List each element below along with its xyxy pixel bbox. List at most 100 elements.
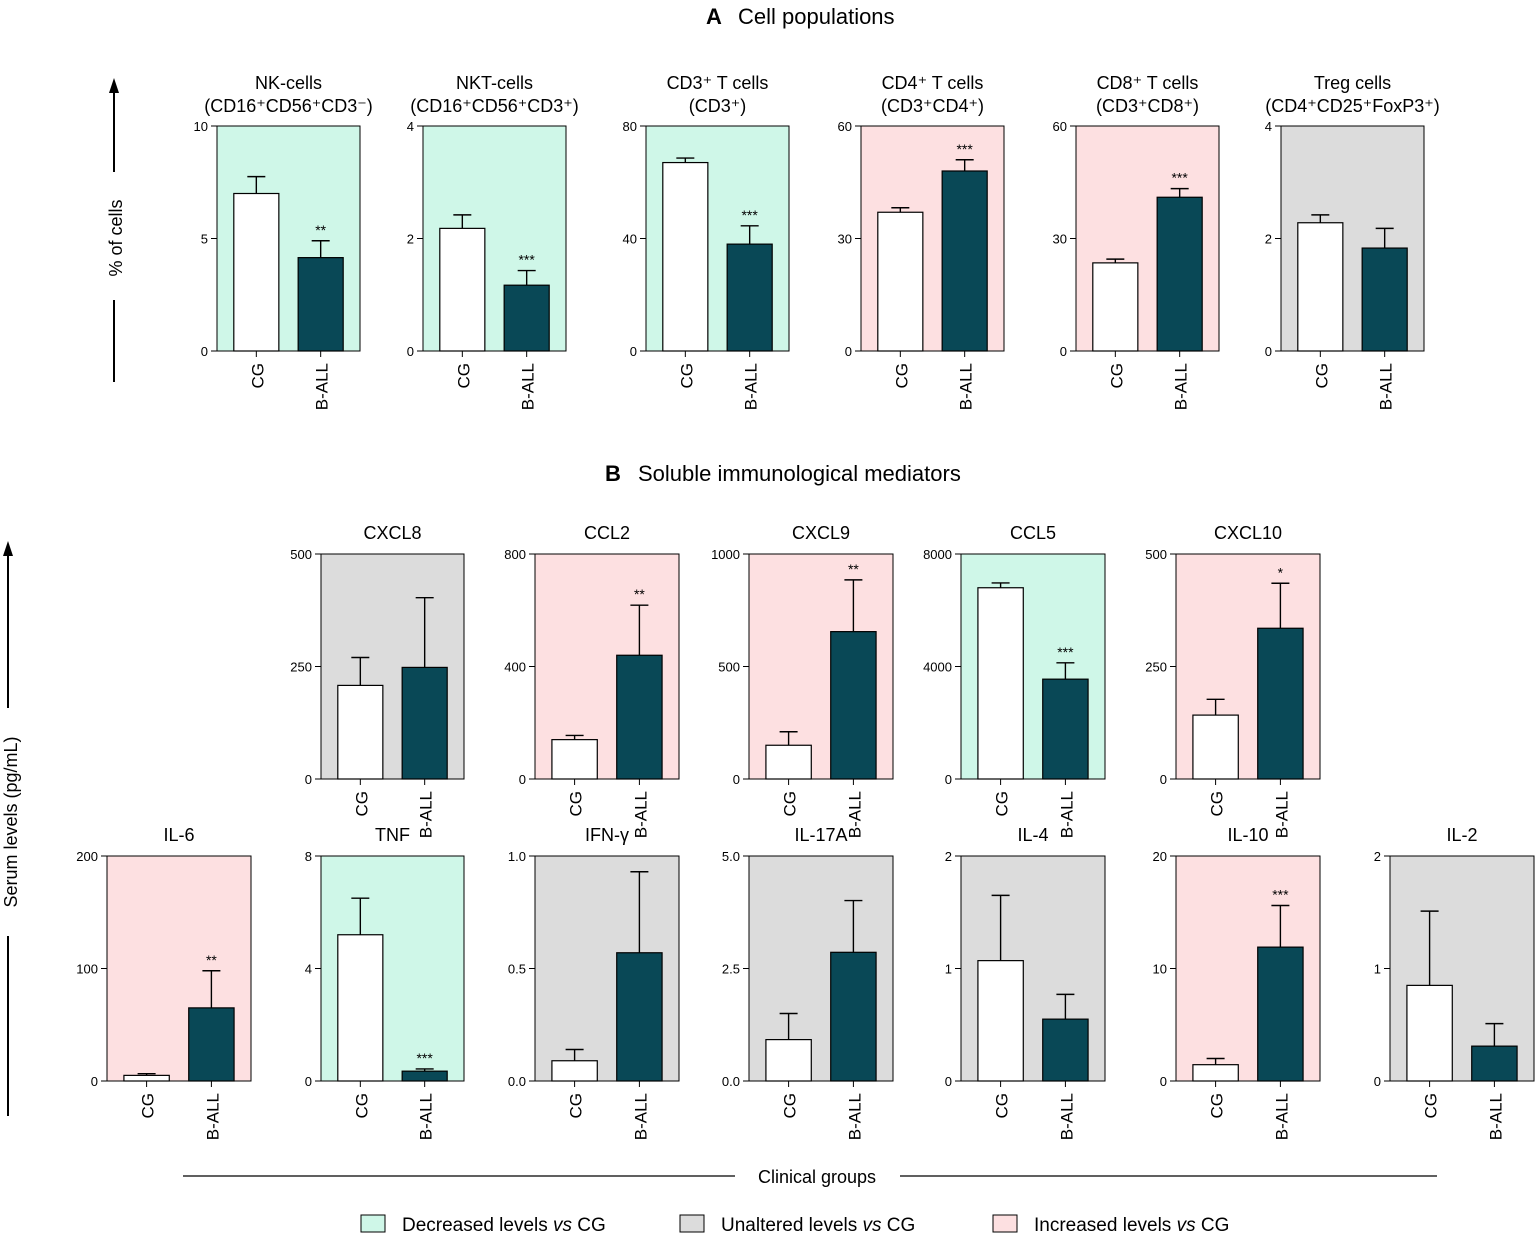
y-tick-label: 4 bbox=[407, 119, 414, 134]
bar-ball bbox=[941, 170, 988, 352]
y-tick-label: 1 bbox=[945, 962, 952, 977]
y-tick-label: 0 bbox=[630, 344, 637, 359]
y-tick-label: 60 bbox=[838, 119, 852, 134]
panel-treg: Treg cells (CD4⁺CD25⁺FoxP3⁺) 0 2 4 CG B-ALL bbox=[1265, 73, 1440, 410]
bar-cg bbox=[439, 227, 486, 352]
bar-cg bbox=[1406, 984, 1453, 1082]
y-tick-label: 0 bbox=[519, 772, 526, 787]
bar-ball bbox=[1471, 1045, 1518, 1082]
panel-il17a: IL-17A 0.0 2.5 5.0 CG B-ALL bbox=[722, 825, 894, 1140]
y-tick-label: 5 bbox=[201, 232, 208, 247]
panel-title: CXCL8 bbox=[363, 523, 421, 543]
significance-label: *** bbox=[956, 141, 973, 157]
panel-cd4: CD4⁺ T cells (CD3⁺CD4⁺) 0 30 60 CG B-ALL *** bbox=[838, 73, 1005, 410]
y-tick-label: 250 bbox=[1145, 660, 1167, 675]
section-b-letter: B bbox=[605, 461, 621, 486]
y-tick-label: 30 bbox=[838, 232, 852, 247]
panel-il6: IL-6 0 100 200 CG B-ALL ** bbox=[76, 825, 252, 1140]
x-tick-label-ball: B-ALL bbox=[1377, 363, 1396, 410]
bar-cg bbox=[1297, 222, 1344, 352]
y-tick-label: 8000 bbox=[923, 547, 952, 562]
y-tick-label: 0 bbox=[733, 772, 740, 787]
panel-ifng: IFN-γ 0.0 0.5 1.0 CG B-ALL bbox=[508, 825, 680, 1140]
panel-cxcl10: CXCL10 0 250 500 CG B-ALL * bbox=[1145, 523, 1321, 838]
legend-item-increased: Increased levels vs CG bbox=[992, 1214, 1229, 1234]
significance-label: *** bbox=[1272, 887, 1289, 903]
bar-cg bbox=[1192, 714, 1239, 780]
y-tick-label: 5.0 bbox=[722, 849, 740, 864]
x-tick-label-cg: CG bbox=[781, 1093, 800, 1119]
y-tick-label: 2 bbox=[1265, 232, 1272, 247]
legend-item-unaltered: Unaltered levels vs CG bbox=[679, 1214, 915, 1234]
significance-label: ** bbox=[315, 222, 326, 238]
panel-subtitle: (CD3⁺CD8⁺) bbox=[1096, 96, 1199, 116]
y-tick-label: 500 bbox=[718, 660, 740, 675]
bar-ball bbox=[830, 631, 877, 780]
y-tick-label: 2 bbox=[945, 849, 952, 864]
significance-label: ** bbox=[634, 586, 645, 602]
legend-item-decreased: Decreased levels vs CG bbox=[360, 1214, 606, 1234]
panel-cxcl9: CXCL9 0 500 1000 CG B-ALL ** bbox=[711, 523, 894, 838]
x-tick-label-ball: B-ALL bbox=[1486, 1093, 1505, 1140]
bar-cg bbox=[1192, 1064, 1239, 1082]
y-tick-label: 500 bbox=[290, 547, 312, 562]
significance-label: *** bbox=[1171, 170, 1188, 186]
panel-ccl2: CCL2 0 400 800 CG B-ALL ** bbox=[504, 523, 680, 838]
bar-ball bbox=[1361, 247, 1408, 352]
y-tick-label: 1 bbox=[1374, 962, 1381, 977]
legend-swatch bbox=[992, 1214, 1018, 1233]
panel-title: IL-2 bbox=[1446, 825, 1477, 845]
panel-title: CD3⁺ T cells bbox=[667, 73, 769, 93]
bar-ball bbox=[830, 951, 877, 1082]
x-tick-label-ball: B-ALL bbox=[1272, 1093, 1291, 1140]
y-tick-label: 0 bbox=[945, 1074, 952, 1089]
y-tick-label: 60 bbox=[1053, 119, 1067, 134]
significance-label: ** bbox=[848, 561, 859, 577]
x-tick-label-cg: CG bbox=[1422, 1093, 1441, 1119]
significance-label: *** bbox=[518, 252, 535, 268]
legend: Decreased levels vs CG Unaltered levels v… bbox=[360, 1214, 1229, 1234]
y-tick-label: 1.0 bbox=[508, 849, 526, 864]
y-tick-label: 200 bbox=[76, 849, 98, 864]
x-tick-label-cg: CG bbox=[993, 791, 1012, 817]
bar-cg bbox=[765, 1038, 812, 1082]
y-tick-label: 30 bbox=[1053, 232, 1067, 247]
y-tick-label: 40 bbox=[623, 232, 637, 247]
y-tick-label: 20 bbox=[1153, 849, 1167, 864]
bar-cg bbox=[1092, 262, 1139, 352]
bar-ball bbox=[401, 666, 448, 780]
panel-subtitle: (CD16⁺CD56⁺CD3⁻) bbox=[204, 96, 373, 116]
significance-label: *** bbox=[416, 1050, 433, 1066]
bar-ball bbox=[616, 952, 663, 1082]
panel-nkt: NKT-cells (CD16⁺CD56⁺CD3⁺) 0 2 4 CG B-ALL *** bbox=[407, 73, 579, 410]
section-a-ylabel-arrow bbox=[109, 78, 119, 382]
x-tick-label-cg: CG bbox=[454, 363, 473, 389]
bar-ball bbox=[726, 243, 773, 352]
x-tick-label-cg: CG bbox=[993, 1093, 1012, 1119]
bar-ball bbox=[297, 257, 344, 352]
legend-swatch bbox=[360, 1214, 386, 1233]
x-tick-label-cg: CG bbox=[567, 791, 586, 817]
panel-title: CXCL10 bbox=[1214, 523, 1282, 543]
x-tick-label-ball: B-ALL bbox=[313, 363, 332, 410]
section-b-ylabel-arrow bbox=[3, 541, 13, 1116]
y-tick-label: 0 bbox=[305, 1074, 312, 1089]
x-tick-label-ball: B-ALL bbox=[1172, 363, 1191, 410]
x-tick-label-cg: CG bbox=[352, 791, 371, 817]
y-tick-label: 0 bbox=[91, 1074, 98, 1089]
x-tick-label-ball: B-ALL bbox=[417, 1093, 436, 1140]
panel-title: TNF bbox=[375, 825, 410, 845]
panel-subtitle: (CD3⁺) bbox=[689, 96, 747, 116]
x-tick-label-ball: B-ALL bbox=[845, 791, 864, 838]
bar-ball bbox=[503, 284, 550, 352]
y-tick-label: 0.0 bbox=[508, 1074, 526, 1089]
panel-subtitle: (CD3⁺CD4⁺) bbox=[881, 96, 984, 116]
panel-title: CCL5 bbox=[1010, 523, 1056, 543]
legend-label: Unaltered levels vs CG bbox=[721, 1215, 915, 1234]
significance-label: ** bbox=[206, 952, 217, 968]
panel-title: IL-10 bbox=[1227, 825, 1268, 845]
bar-cg bbox=[551, 739, 598, 780]
x-tick-label-cg: CG bbox=[352, 1093, 371, 1119]
bar-cg bbox=[765, 744, 812, 780]
legend-label: Increased levels vs CG bbox=[1034, 1215, 1229, 1234]
